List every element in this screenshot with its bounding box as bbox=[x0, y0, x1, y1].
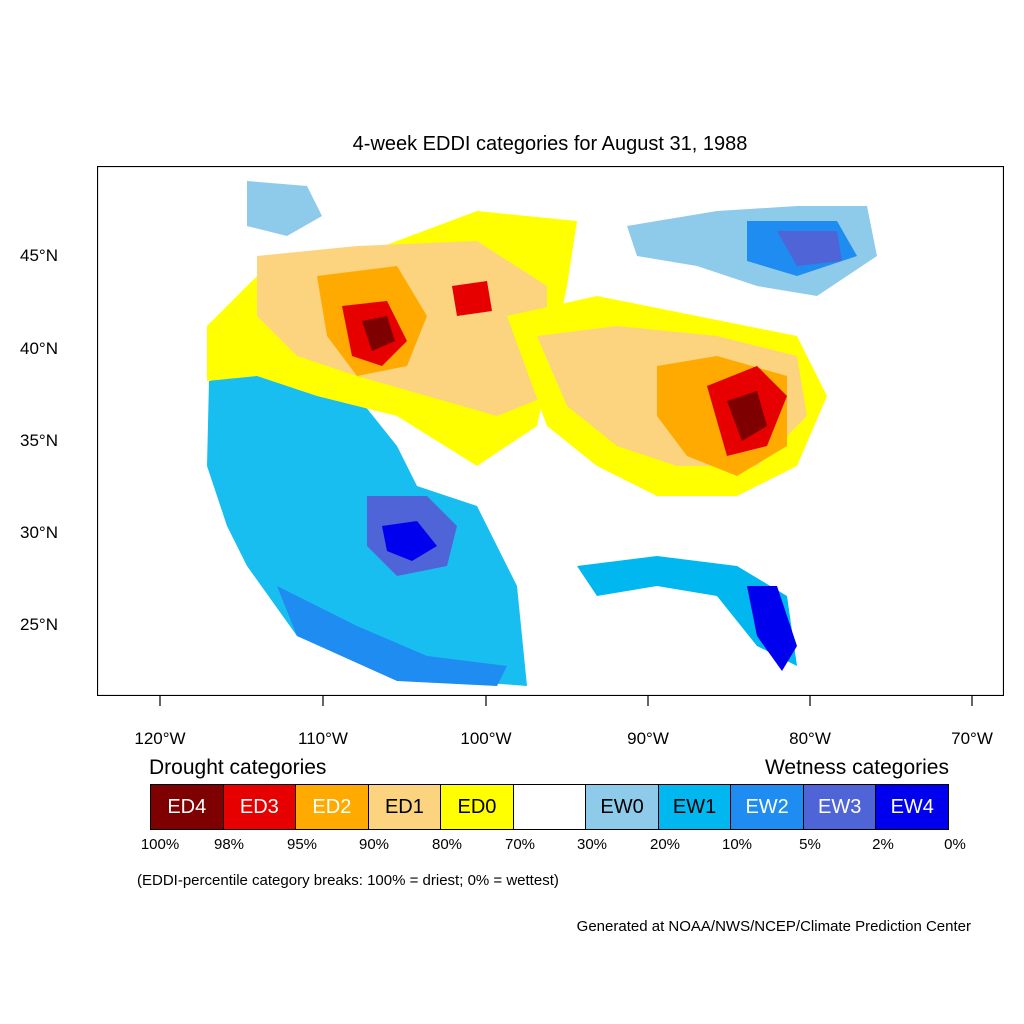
lat-label-25: 25°N bbox=[20, 615, 58, 634]
lon-label-80: 80°W bbox=[789, 729, 831, 748]
lon-label-120: 120°W bbox=[134, 729, 186, 748]
break-label: 30% bbox=[576, 836, 608, 853]
break-label: 80% bbox=[431, 836, 463, 853]
lon-label-100: 100°W bbox=[460, 729, 512, 748]
wet-baja bbox=[277, 586, 507, 686]
map-panel bbox=[97, 166, 1004, 696]
legend-cell-ew2: EW2 bbox=[731, 785, 804, 829]
legend-cell-neutral bbox=[513, 785, 587, 829]
break-label: 2% bbox=[872, 836, 894, 853]
legend-cell-ew3: EW3 bbox=[803, 785, 877, 829]
legend-cell-ed0: ED0 bbox=[441, 785, 514, 829]
dry-montana-exceptional bbox=[362, 316, 395, 351]
break-label: 90% bbox=[358, 836, 390, 853]
credit-line: Generated at NOAA/NWS/NCEP/Climate Predi… bbox=[576, 918, 971, 935]
lon-label-110: 110°W bbox=[298, 729, 348, 748]
wet-southwest-peak bbox=[382, 521, 437, 561]
legend-cell-ed2: ED2 bbox=[296, 785, 369, 829]
break-label: 10% bbox=[721, 836, 753, 853]
legend-cell-ed4: ED4 bbox=[151, 785, 224, 829]
map-title: 4-week EDDI categories for August 31, 19… bbox=[352, 133, 748, 155]
lat-label-45: 45°N bbox=[20, 246, 58, 265]
break-label: 0% bbox=[944, 836, 966, 853]
wetness-heading: Wetness categories bbox=[764, 756, 949, 779]
break-label: 100% bbox=[140, 836, 180, 853]
break-label: 95% bbox=[286, 836, 318, 853]
lat-label-30: 30°N bbox=[20, 523, 58, 542]
lat-label-35: 35°N bbox=[20, 431, 58, 450]
break-label: 70% bbox=[504, 836, 536, 853]
lon-ticks bbox=[159, 696, 973, 706]
wet-florida-core bbox=[747, 586, 797, 671]
wet-northeast-peak bbox=[777, 231, 842, 266]
drought-heading: Drought categories bbox=[149, 756, 327, 779]
dry-dakota-extreme bbox=[452, 281, 492, 316]
map-frame-border bbox=[97, 166, 1004, 696]
lat-label-40: 40°N bbox=[20, 339, 58, 358]
legend-cell-ew0: EW0 bbox=[586, 785, 659, 829]
legend-cell-ed1: ED1 bbox=[368, 785, 442, 829]
category-note: (EDDI-percentile category breaks: 100% =… bbox=[137, 872, 559, 889]
lon-label-90: 90°W bbox=[627, 729, 669, 748]
break-label: 98% bbox=[213, 836, 245, 853]
legend-cell-ew4: EW4 bbox=[876, 785, 949, 829]
legend-cell-ew1: EW1 bbox=[658, 785, 732, 829]
dry-ohio-exceptional bbox=[727, 391, 767, 441]
lon-label-70: 70°W bbox=[951, 729, 993, 748]
wet-pacific-nw bbox=[247, 181, 322, 236]
wet-gulf-region bbox=[577, 556, 797, 666]
break-label: 5% bbox=[799, 836, 821, 853]
legend-cell-ed3: ED3 bbox=[223, 785, 297, 829]
break-label: 20% bbox=[649, 836, 681, 853]
legend-bar: ED4 ED3 ED2 ED1 ED0 EW0 EW1 EW2 EW3 EW4 bbox=[150, 784, 949, 830]
